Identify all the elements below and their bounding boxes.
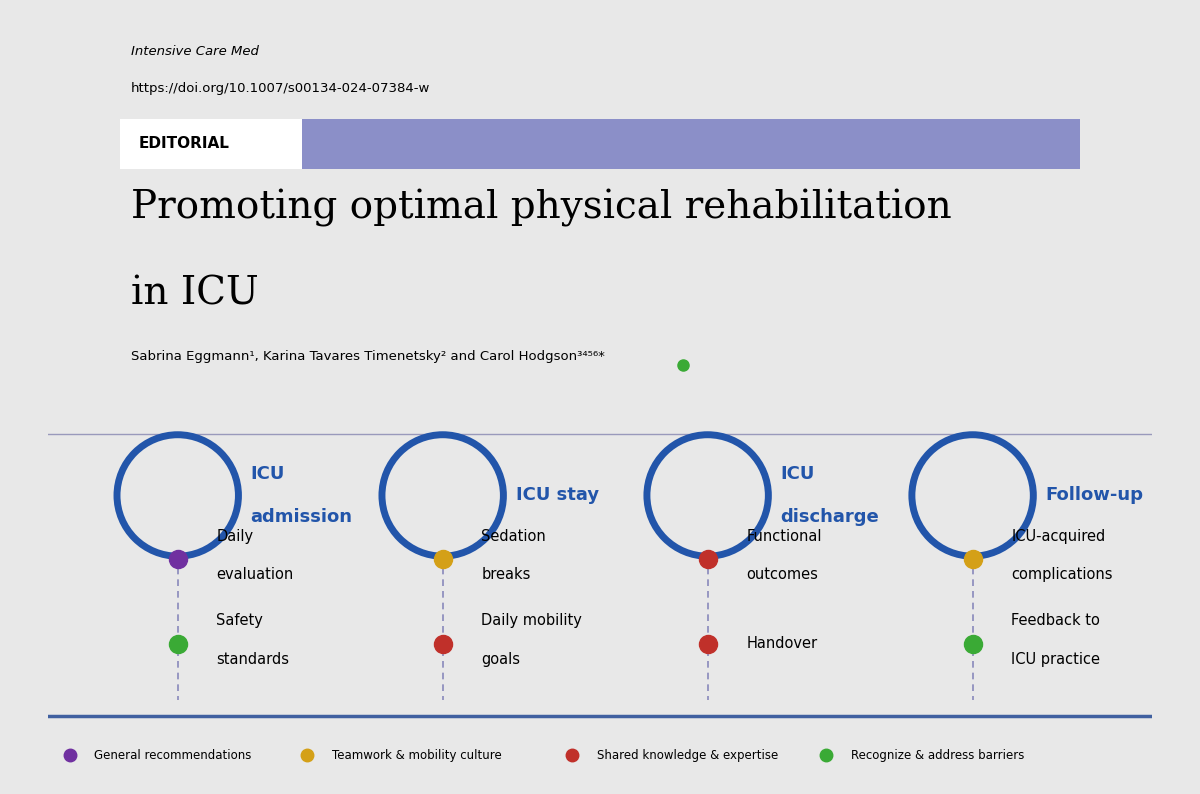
Text: in ICU: in ICU xyxy=(131,276,258,313)
Text: Promoting optimal physical rehabilitation: Promoting optimal physical rehabilitatio… xyxy=(131,189,952,227)
Text: General recommendations: General recommendations xyxy=(95,749,252,761)
Text: ICU stay: ICU stay xyxy=(516,487,599,504)
Text: EDITORIAL: EDITORIAL xyxy=(138,137,229,152)
Text: ICU practice: ICU practice xyxy=(1012,652,1100,667)
Text: complications: complications xyxy=(1012,568,1112,583)
Text: goals: goals xyxy=(481,652,521,667)
Text: Daily: Daily xyxy=(216,529,253,544)
Text: Intensive Care Med: Intensive Care Med xyxy=(131,44,259,58)
Text: Sedation: Sedation xyxy=(481,529,546,544)
Text: Safety: Safety xyxy=(216,614,263,628)
Text: Daily mobility: Daily mobility xyxy=(481,614,582,628)
Text: Shared knowledge & expertise: Shared knowledge & expertise xyxy=(596,749,778,761)
Text: evaluation: evaluation xyxy=(216,568,294,583)
Text: breaks: breaks xyxy=(481,568,530,583)
Text: Follow-up: Follow-up xyxy=(1045,487,1144,504)
Bar xyxy=(120,119,1080,168)
Text: Functional: Functional xyxy=(746,529,822,544)
Text: Handover: Handover xyxy=(746,636,817,651)
Text: https://doi.org/10.1007/s00134-024-07384-w: https://doi.org/10.1007/s00134-024-07384… xyxy=(131,82,430,95)
Text: Sabrina Eggmann¹, Karina Tavares Timenetsky² and Carol Hodgson³⁴⁵⁶*: Sabrina Eggmann¹, Karina Tavares Timenet… xyxy=(131,350,605,364)
Text: Feedback to: Feedback to xyxy=(1012,614,1100,628)
Text: Recognize & address barriers: Recognize & address barriers xyxy=(851,749,1024,761)
Text: discharge: discharge xyxy=(780,507,880,526)
Text: outcomes: outcomes xyxy=(746,568,818,583)
Text: ICU-acquired: ICU-acquired xyxy=(1012,529,1105,544)
Text: Teamwork & mobility culture: Teamwork & mobility culture xyxy=(331,749,502,761)
Bar xyxy=(120,119,302,168)
Text: ICU: ICU xyxy=(780,465,815,484)
Text: admission: admission xyxy=(251,507,353,526)
Text: standards: standards xyxy=(216,652,289,667)
Text: ICU: ICU xyxy=(251,465,284,484)
